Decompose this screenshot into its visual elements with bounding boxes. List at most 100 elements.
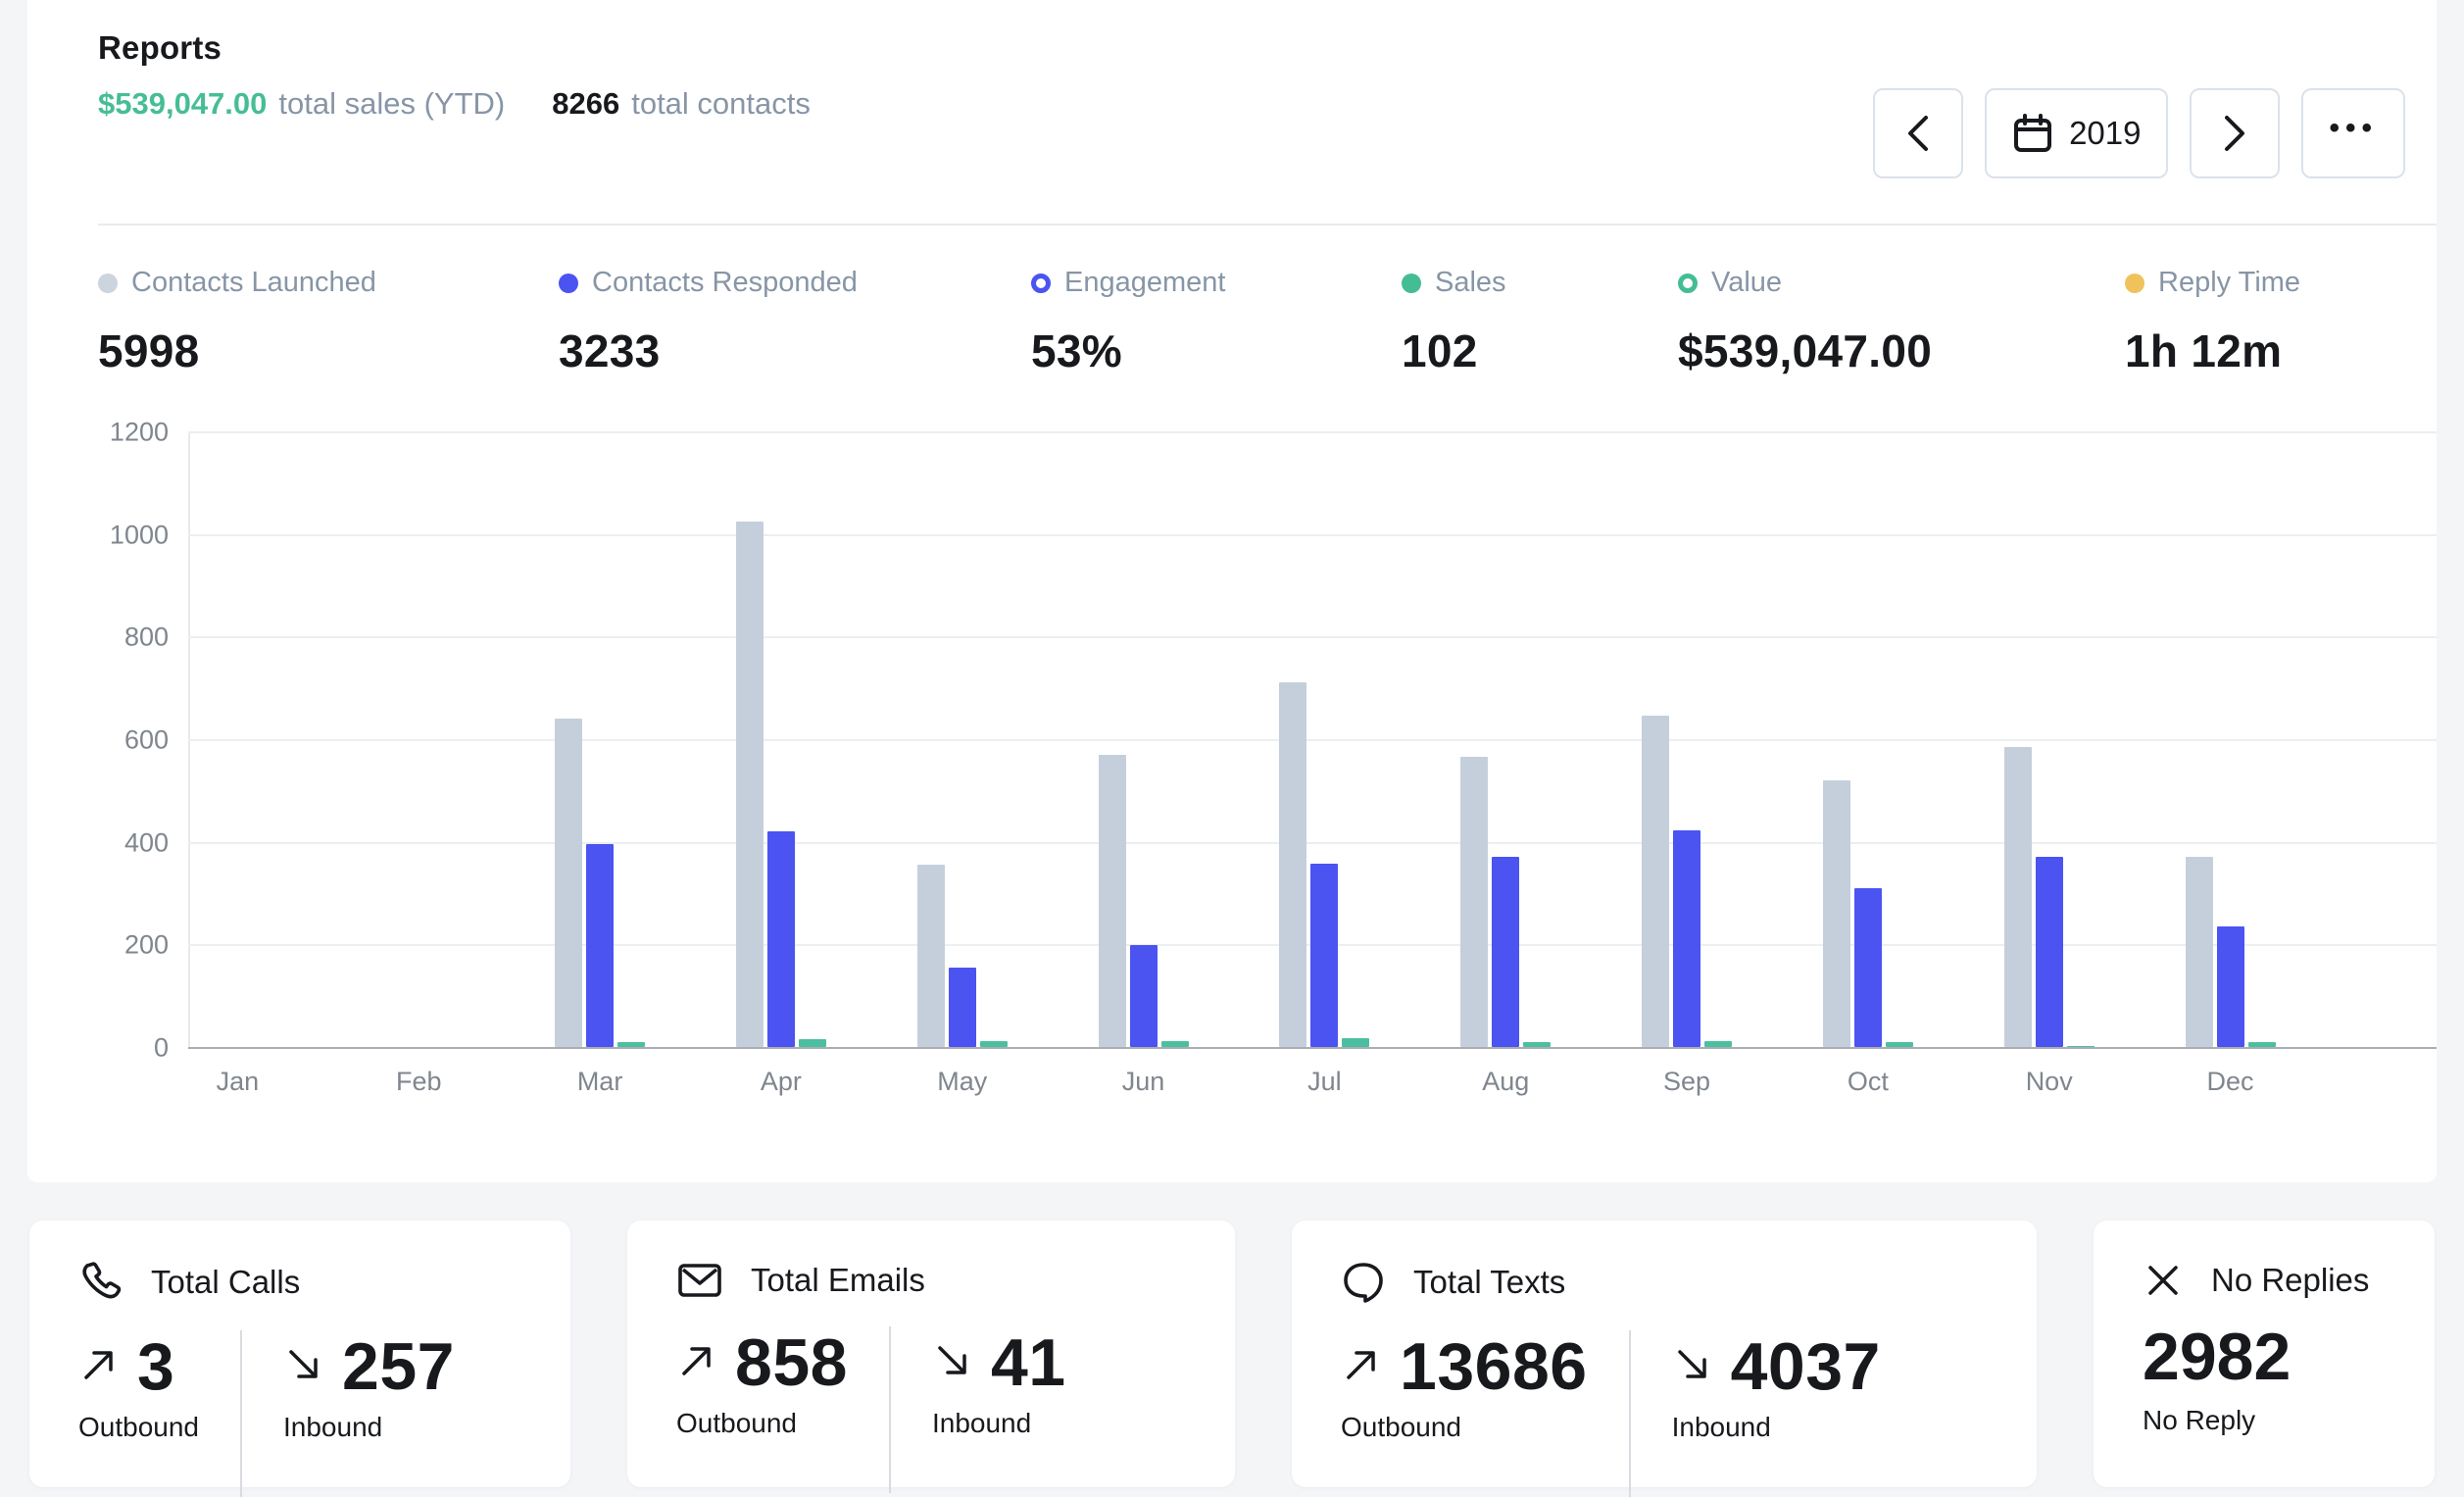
- ellipsis-icon: •••: [2329, 112, 2378, 144]
- bar-contacts-responded[interactable]: [2216, 926, 2244, 1047]
- stat-label: Contacts Responded: [592, 267, 858, 298]
- bar-sales[interactable]: [2247, 1042, 2276, 1047]
- stat-value[interactable]: Value $539,047.00: [1678, 267, 1932, 377]
- stat-value: 3233: [559, 325, 661, 376]
- dot-marker-icon: [559, 273, 578, 293]
- stat-engagement[interactable]: Engagement 53%: [1031, 267, 1225, 377]
- card-stat-label: Inbound: [931, 1407, 1032, 1438]
- bar-contacts-launched[interactable]: [2003, 747, 2032, 1047]
- stat-sales[interactable]: Sales 102: [1402, 267, 1506, 377]
- bar-contacts-launched[interactable]: [1822, 780, 1850, 1047]
- bar-group-nov[interactable]: Nov: [1958, 431, 2140, 1096]
- card-no-replies[interactable]: No Replies 2982 No Reply: [2094, 1221, 2435, 1487]
- bar-group-jun[interactable]: Jun: [1053, 431, 1234, 1096]
- bar-group-jul[interactable]: Jul: [1234, 431, 1415, 1096]
- bar-contacts-launched[interactable]: [555, 719, 583, 1047]
- arrow-up-right-icon: [1341, 1344, 1382, 1390]
- bar-contacts-launched[interactable]: [1279, 682, 1307, 1047]
- card-title: Total Emails: [751, 1262, 925, 1298]
- summary-cards: Total Calls 3 Outbound 257 Inbound Total Emai…: [29, 1221, 2435, 1497]
- bar-sales[interactable]: [979, 1041, 1008, 1047]
- arrow-up-right-icon: [78, 1344, 120, 1390]
- total-contacts-label: total contacts: [631, 86, 811, 121]
- card-stat-label: Inbound: [283, 1411, 383, 1442]
- arrow-up-right-icon: [676, 1340, 717, 1386]
- x-tick-label: Aug: [1482, 1067, 1530, 1096]
- card-title: Total Calls: [151, 1264, 301, 1300]
- more-options-button[interactable]: •••: [2301, 88, 2405, 178]
- bar-contacts-responded[interactable]: [948, 968, 976, 1047]
- arrow-down-right-icon: [1672, 1344, 1713, 1390]
- bar-contacts-responded[interactable]: [766, 831, 795, 1047]
- bar-group-aug[interactable]: Aug: [1415, 431, 1597, 1096]
- total-sales-label: total sales (YTD): [278, 86, 506, 121]
- bar-contacts-responded[interactable]: [1492, 857, 1520, 1047]
- x-tick-label: Dec: [2206, 1067, 2254, 1096]
- header-divider: [98, 224, 2437, 225]
- bar-contacts-launched[interactable]: [1098, 755, 1126, 1047]
- card-stat-outbound: 3 Outbound: [78, 1330, 240, 1443]
- x-tick-label: Jan: [216, 1067, 260, 1096]
- card-title: No Replies: [2211, 1262, 2370, 1298]
- prev-year-button[interactable]: [1873, 88, 1964, 178]
- bar-contacts-responded[interactable]: [1129, 945, 1158, 1047]
- bar-contacts-launched[interactable]: [1642, 716, 1670, 1047]
- arrow-down-right-icon: [283, 1344, 324, 1390]
- bar-sales[interactable]: [1342, 1038, 1370, 1047]
- bar-contacts-responded[interactable]: [1853, 888, 1882, 1047]
- stat-label: Value: [1711, 267, 1783, 298]
- bar-sales[interactable]: [2066, 1046, 2094, 1047]
- stat-value: 102: [1402, 325, 1478, 376]
- card-stat-divider: [240, 1330, 242, 1497]
- card-stat-inbound: 257 Inbound: [242, 1330, 496, 1443]
- bar-sales[interactable]: [1523, 1042, 1552, 1047]
- bar-group-sep[interactable]: Sep: [1597, 431, 1778, 1096]
- card-total-texts[interactable]: Total Texts 13686 Outbound 4037 Inbound: [1292, 1221, 2037, 1497]
- stat-contacts-launched[interactable]: Contacts Launched 5998: [98, 267, 376, 377]
- bar-group-dec[interactable]: Dec: [2140, 431, 2321, 1096]
- bar-group-jan[interactable]: Jan: [147, 431, 328, 1096]
- stat-label: Reply Time: [2158, 267, 2301, 298]
- card-stat-value: 41: [990, 1325, 1066, 1400]
- bar-contacts-responded[interactable]: [2035, 857, 2063, 1047]
- card-stat-outbound: 858 Outbound: [676, 1326, 889, 1439]
- bar-contacts-responded[interactable]: [1310, 864, 1339, 1047]
- bar-contacts-responded[interactable]: [1673, 830, 1701, 1047]
- bar-contacts-launched[interactable]: [1460, 757, 1489, 1047]
- bar-contacts-responded[interactable]: [586, 844, 615, 1047]
- card-total-calls[interactable]: Total Calls 3 Outbound 257 Inbound: [29, 1221, 570, 1497]
- card-total-emails[interactable]: Total Emails 858 Outbound 41 Inbound: [627, 1221, 1235, 1493]
- bar-sales[interactable]: [1885, 1042, 1913, 1047]
- x-tick-label: Sep: [1663, 1067, 1711, 1096]
- bar-sales[interactable]: [798, 1039, 826, 1047]
- card-stat-label: Outbound: [78, 1411, 199, 1442]
- chat-icon: [1341, 1260, 1386, 1305]
- bar-group-feb[interactable]: Feb: [328, 431, 510, 1096]
- bar-group-apr[interactable]: Apr: [690, 431, 871, 1096]
- stat-contacts-responded[interactable]: Contacts Responded 3233: [559, 267, 858, 377]
- bar-group-mar[interactable]: Mar: [510, 431, 691, 1096]
- stat-label: Engagement: [1064, 267, 1226, 298]
- card-stat-divider: [1628, 1330, 1631, 1497]
- card-stat-label: Inbound: [1671, 1411, 1771, 1442]
- bar-sales[interactable]: [1704, 1041, 1733, 1047]
- bar-contacts-launched[interactable]: [916, 865, 945, 1047]
- card-stat-value: 858: [735, 1325, 848, 1400]
- next-year-button[interactable]: [2190, 88, 2281, 178]
- x-axis-baseline: [188, 1047, 2437, 1049]
- stat-value: 1h 12m: [2125, 325, 2283, 376]
- bar-sales[interactable]: [617, 1042, 646, 1047]
- bar-sales[interactable]: [1160, 1041, 1189, 1047]
- year-picker-button[interactable]: 2019: [1985, 88, 2169, 178]
- x-icon: [2143, 1260, 2184, 1301]
- phone-icon: [78, 1260, 123, 1305]
- stat-reply-time[interactable]: Reply Time 1h 12m: [2125, 267, 2300, 377]
- bar-group-may[interactable]: May: [871, 431, 1053, 1096]
- arrow-down-right-icon: [932, 1340, 973, 1386]
- bar-group-oct[interactable]: Oct: [1777, 431, 1958, 1096]
- bar-contacts-launched[interactable]: [735, 522, 764, 1047]
- bar-contacts-launched[interactable]: [2185, 857, 2213, 1047]
- y-tick-label: 1200: [109, 417, 169, 447]
- calendar-icon: [2012, 113, 2053, 154]
- year-label: 2019: [2069, 115, 2142, 151]
